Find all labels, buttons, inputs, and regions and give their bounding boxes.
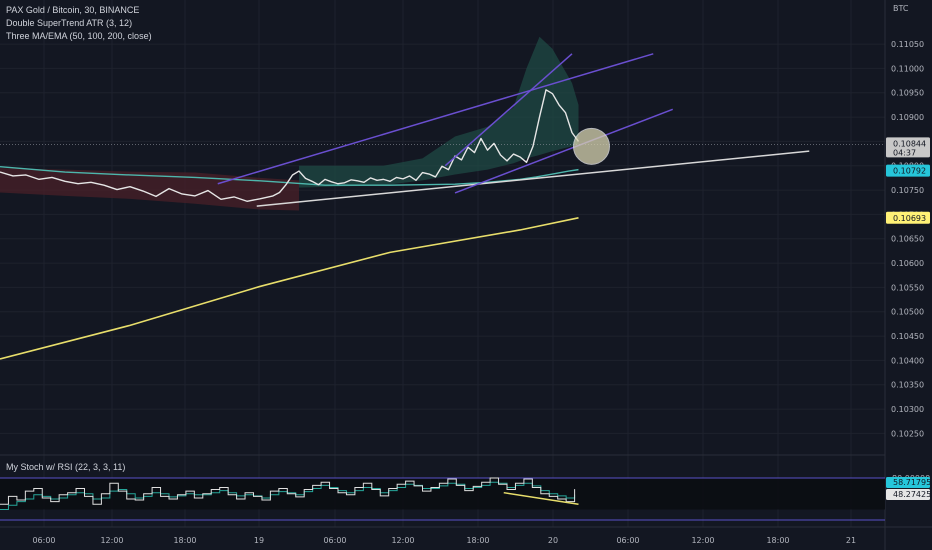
y-tick-label: 0.10500 xyxy=(891,308,924,317)
price-tag xyxy=(886,211,930,224)
x-tick-label: 18:00 xyxy=(766,536,789,545)
trendline-steep_line xyxy=(444,53,573,167)
trendline-support xyxy=(256,150,810,207)
indicator-ma-label[interactable]: Three MA/EMA (50, 100, 200, close) xyxy=(6,31,152,41)
y-tick-label: 0.10600 xyxy=(891,259,924,268)
x-tick-label: 12:00 xyxy=(391,536,414,545)
x-tick-label: 19 xyxy=(254,536,264,545)
circle-marker[interactable] xyxy=(573,127,610,165)
x-tick-label: 12:00 xyxy=(691,536,714,545)
supertrend-bull-zone xyxy=(299,36,579,188)
oscillator-pane xyxy=(0,477,885,521)
ma200-line xyxy=(0,217,579,360)
ma50-line xyxy=(0,166,579,186)
y-tick-label: 0.10550 xyxy=(891,283,924,292)
stoch-d-value: 48.27425 xyxy=(893,490,931,499)
trendline-channel_upper xyxy=(217,53,654,185)
y-tick-label: 0.10650 xyxy=(891,235,924,244)
x-tick-label: 18:00 xyxy=(173,536,196,545)
y-tick-label: 0.10750 xyxy=(891,186,924,195)
price-tag xyxy=(886,164,930,177)
x-tick-label: 20 xyxy=(548,536,558,545)
symbol-title[interactable]: PAX Gold / Bitcoin, 30, BINANCE xyxy=(6,5,140,15)
y-tick-label: 0.10250 xyxy=(891,429,924,438)
price-tag xyxy=(886,137,930,158)
indicator-supertrend-label[interactable]: Double SuperTrend ATR (3, 12) xyxy=(6,18,133,28)
price-line xyxy=(0,89,580,202)
x-tick-label: 06:00 xyxy=(616,536,639,545)
price-tags: 0.1084404:370.107920.1069380.0000058.717… xyxy=(886,137,931,500)
circle-annotation[interactable] xyxy=(573,127,610,165)
stoch-divergence-line xyxy=(503,492,579,505)
price-tag-value: 0.10844 xyxy=(893,139,926,148)
y-tick-label: 0.10350 xyxy=(891,381,924,390)
price-lines xyxy=(0,89,885,360)
oscillator-label[interactable]: My Stoch w/ RSI (22, 3, 3, 11) xyxy=(6,462,126,472)
y-tick-label: 0.10450 xyxy=(891,332,924,341)
stoch-d-tag xyxy=(886,489,930,500)
x-tick-label: 06:00 xyxy=(32,536,55,545)
y-tick-label: 0.10950 xyxy=(891,89,924,98)
currency-label: BTC xyxy=(893,4,909,13)
x-tick-label: 21 xyxy=(846,536,856,545)
price-tag-value: 0.10693 xyxy=(893,214,926,223)
x-tick-label: 12:00 xyxy=(100,536,123,545)
y-tick-label: 0.11050 xyxy=(891,40,924,49)
y-tick-label: 0.10900 xyxy=(891,113,924,122)
y-tick-label: 0.10300 xyxy=(891,405,924,414)
x-tick-label: 18:00 xyxy=(466,536,489,545)
y-tick-label: 0.10400 xyxy=(891,356,924,365)
stoch-k-value: 58.71795 xyxy=(893,478,931,487)
time-axis[interactable]: 06:00 12:00 18:00 19 06:00 12:00 18:00 20 06:00 1… xyxy=(32,536,856,545)
x-tick-label: 06:00 xyxy=(323,536,346,545)
trendlines[interactable] xyxy=(217,53,810,207)
stoch-k-line xyxy=(0,477,576,505)
y-tick-label: 0.11000 xyxy=(891,64,924,73)
price-tag-countdown: 04:37 xyxy=(893,148,916,157)
trendline-channel_lower xyxy=(454,108,674,194)
price-tag-value: 0.10792 xyxy=(893,167,926,176)
stoch-k-tag xyxy=(886,477,930,488)
